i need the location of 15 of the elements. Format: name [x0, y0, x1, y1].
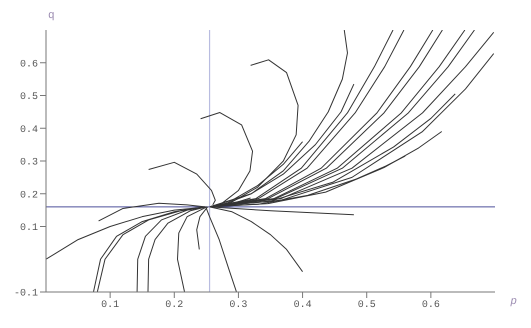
y-axis-title: q: [48, 10, 55, 22]
y-tick-label: 0.2: [20, 190, 38, 202]
x-tick-label: 0.1: [101, 300, 120, 312]
y-tick-label: -0.1: [14, 288, 38, 300]
x-tick-label: 0.5: [358, 300, 376, 312]
x-tick-label: 0.4: [294, 300, 312, 312]
y-tick-label: 0.4: [20, 124, 38, 136]
x-axis-title: p: [509, 296, 517, 308]
y-tick-label: 0.6: [20, 59, 38, 70]
x-tick-label: 0.2: [165, 300, 184, 312]
y-tick-label: 0.3: [20, 158, 38, 169]
x-tick-label: 0.6: [422, 300, 440, 312]
y-tick-label: 0.1: [20, 223, 38, 234]
y-tick-label: 0.5: [20, 92, 38, 104]
x-tick-label: 0.3: [229, 300, 248, 312]
